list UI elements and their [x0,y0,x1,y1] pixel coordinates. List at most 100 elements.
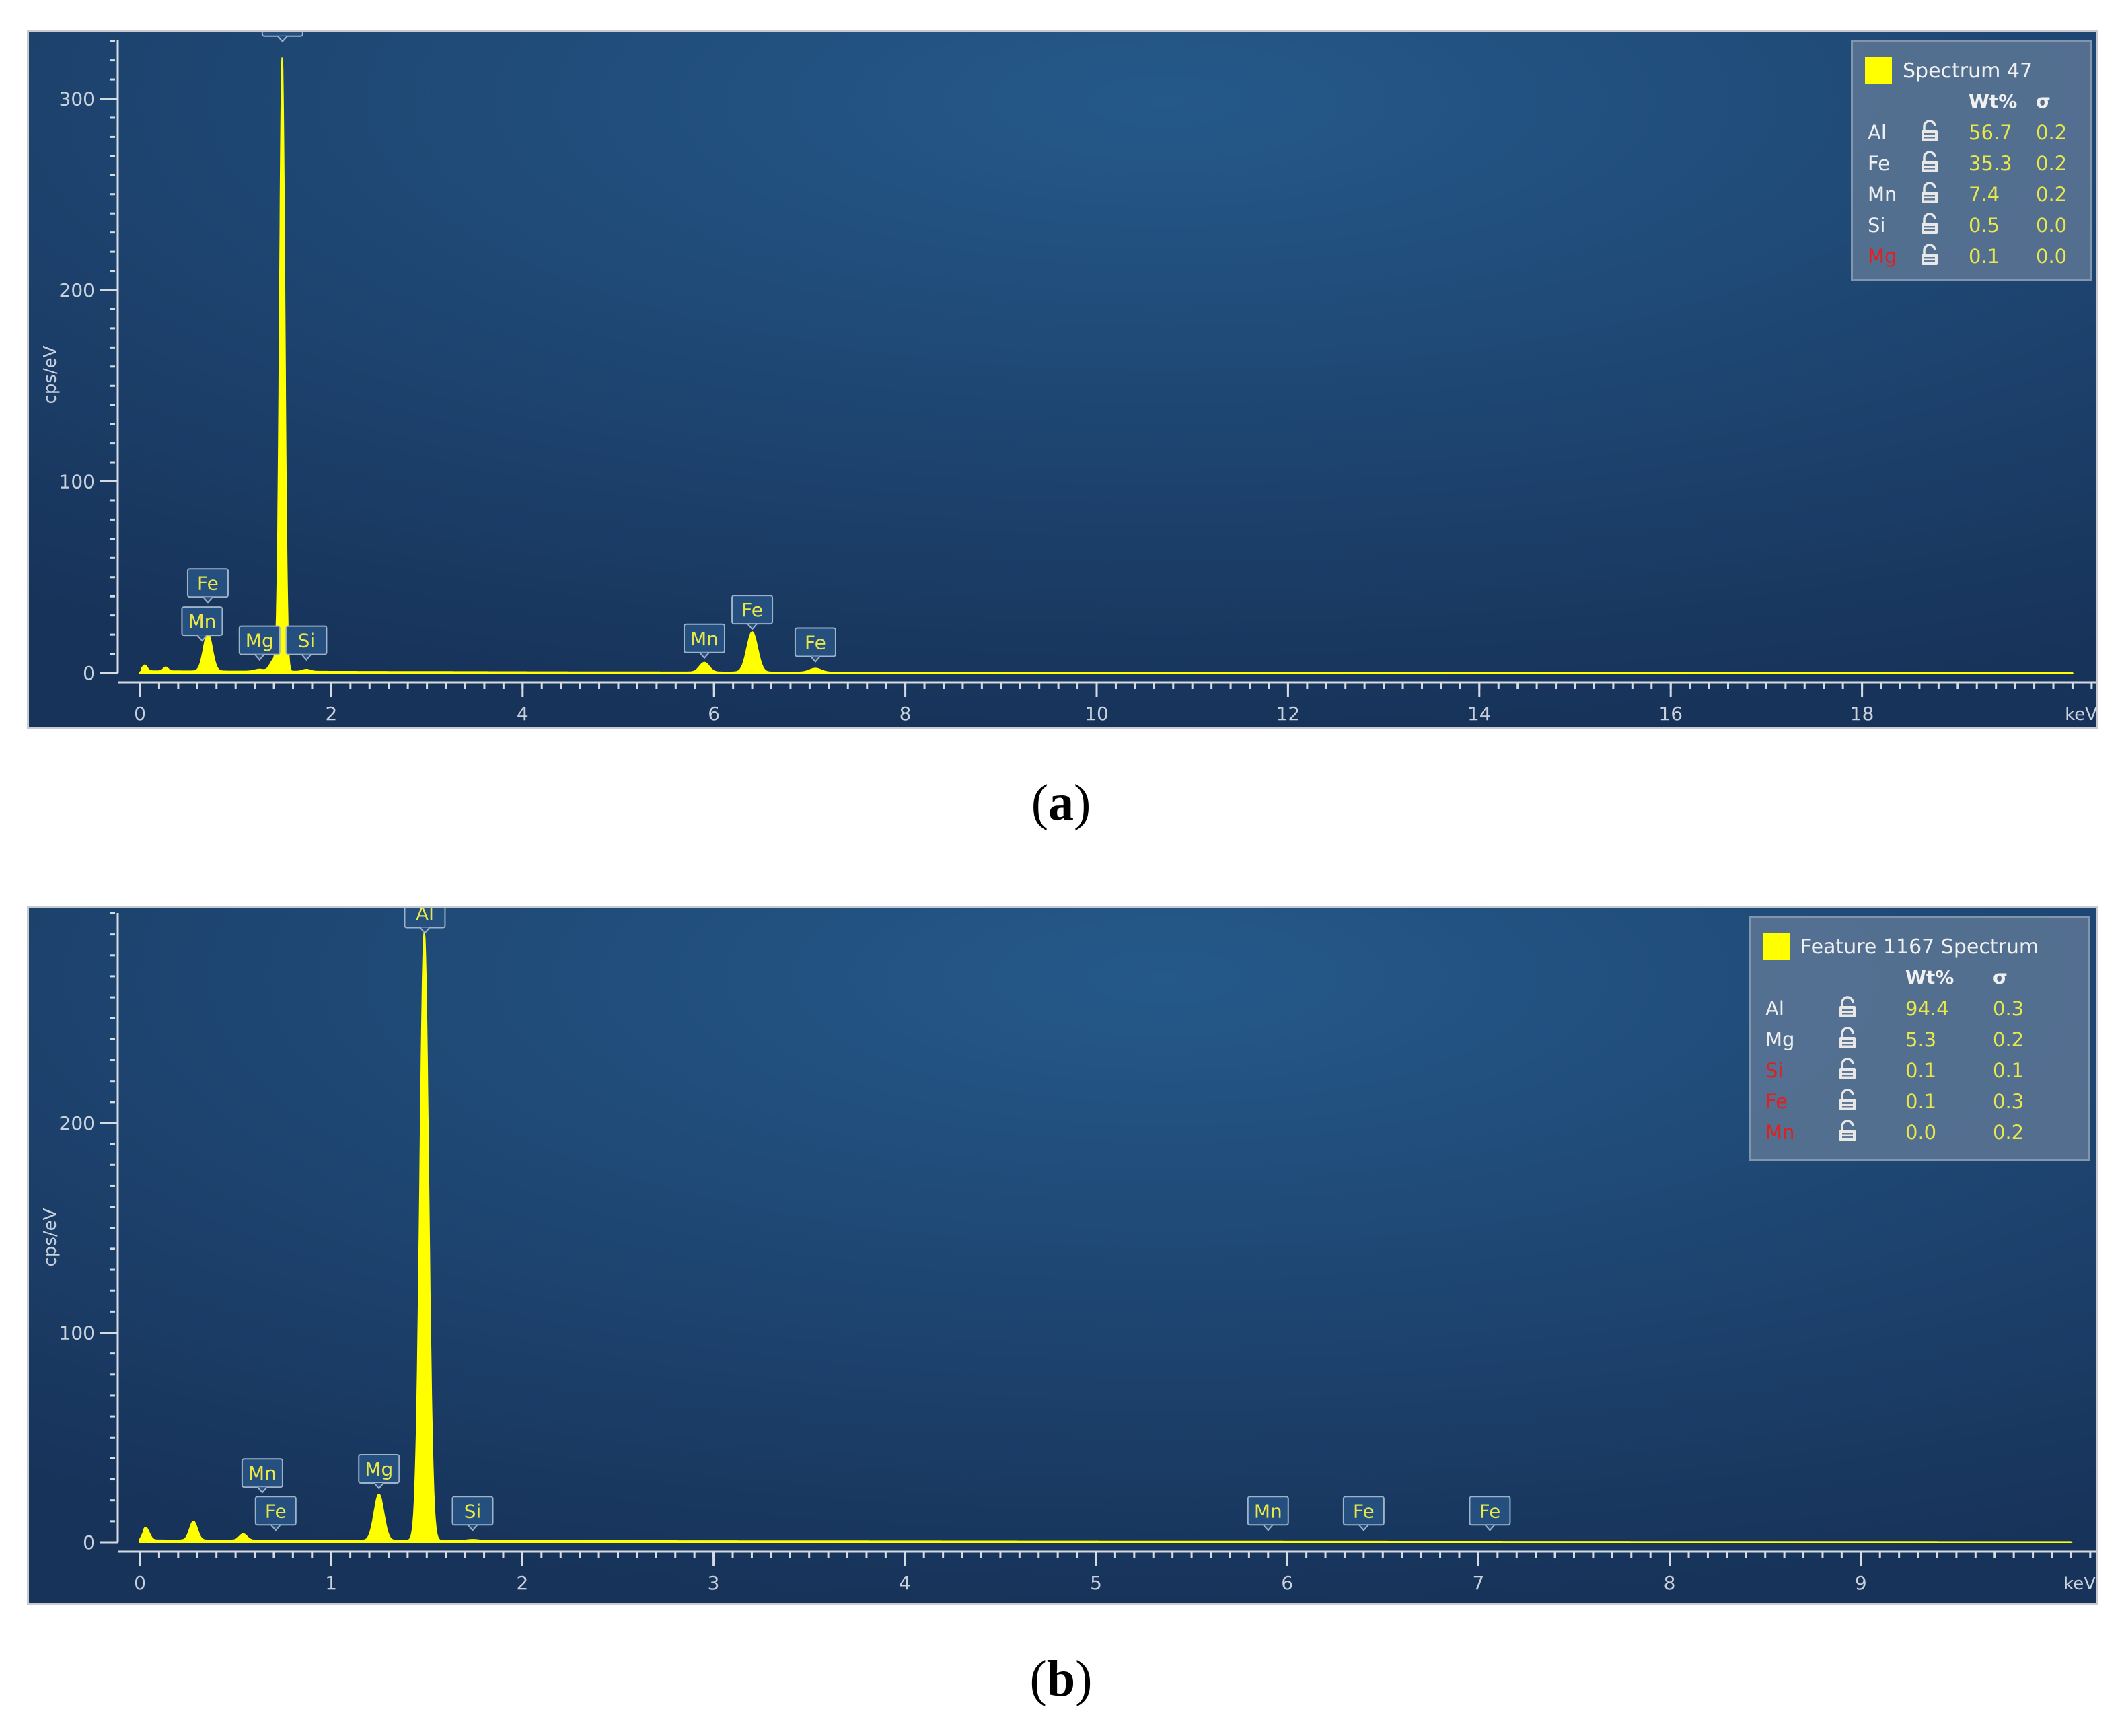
peak-label-text: Mn [248,1462,277,1484]
y-tick-label: 0 [83,1531,95,1554]
legend-row: Mg 5.3 0.2 [1751,1024,2088,1055]
x-tick-label: 6 [1281,1572,1293,1594]
legend-element: Mn [1868,183,1897,206]
peak-label: Si [285,625,328,661]
peak-label-box [1247,1496,1289,1526]
peak-label-text: Mn [690,628,719,650]
peak-label-pointer [257,1486,268,1494]
peak-label-pointer [301,653,312,661]
peak-label: Fe [186,568,229,604]
y-tick-label: 200 [59,1112,95,1134]
peak-label: Al [261,32,303,43]
legend-wt-value: 0.0 [1905,1121,1937,1144]
legend-title-text-b: Feature 1167 Spectrum [1800,935,2039,959]
peak-label-box [451,1496,494,1526]
legend-box-b: Feature 1167 Spectrum Wt% σ Al 94.4 0.3 Mg 5… [1749,916,2090,1161]
legend-row: Al 56.7 0.2 [1853,117,2090,148]
legend-sigma-value: 0.2 [2036,121,2068,144]
peak-label-text: Mn [188,610,216,632]
legend-header-sigma-a: σ [2036,90,2051,112]
peak-label-box [1469,1496,1511,1526]
peak-label-pointer [467,1524,478,1531]
caption-b: (b) [1029,1651,1093,1707]
legend-row: Fe 35.3 0.2 [1853,148,2090,179]
legend-sigma-value: 0.0 [2036,245,2068,268]
legend-element: Fe [1765,1090,1788,1113]
peak-label-text: Fe [805,631,826,653]
legend-element: Mg [1765,1028,1795,1051]
peak-label-text: Si [298,630,316,652]
legend-row: Mn 0.0 0.2 [1751,1117,2088,1148]
peak-label: Mn [241,1458,283,1494]
legend-wt-value: 5.3 [1905,1028,1937,1051]
x-tick-label: 10 [1085,702,1109,725]
x-tick-label: 7 [1472,1572,1484,1594]
legend-element: Al [1765,997,1784,1020]
x-axis-label: keV [2065,704,2096,725]
peak-label-pointer [810,655,821,663]
peak-label: Al [404,908,446,935]
y-axis-label: cps/eV [40,1208,61,1266]
legend-wt-value: 0.1 [1905,1090,1937,1113]
x-tick-label: 0 [134,702,146,725]
legend-wt-value: 7.4 [1969,183,2000,206]
peak-label-text: Fe [1479,1500,1501,1522]
peak-label: Fe [1342,1496,1385,1531]
x-tick-label: 8 [1664,1572,1676,1594]
x-tick-label: 6 [708,702,720,725]
spectrum-area [139,933,2073,1543]
peak-label-pointer [270,1524,281,1531]
peak-label-box [254,1496,297,1526]
legend-sigma-value: 0.1 [1993,1059,2024,1082]
peak-label-pointer [1358,1524,1369,1531]
x-tick-label: 18 [1850,702,1874,725]
peak-label: Fe [1469,1496,1511,1531]
y-tick-label: 200 [59,279,95,301]
legend-wt-value: 0.1 [1905,1059,1937,1082]
peak-label-text: Al [416,908,434,925]
peak-label-text: Fe [1353,1500,1375,1522]
x-tick-label: 4 [517,702,529,725]
legend-header-sigma-b: σ [1993,966,2008,988]
legend-element: Mn [1765,1121,1795,1144]
x-tick-label: 0 [134,1572,146,1594]
x-tick-label: 9 [1855,1572,1867,1594]
peak-label-pointer [254,653,265,661]
peak-label-text: Fe [265,1500,287,1522]
peak-label-pointer [419,927,431,935]
x-tick-label: 16 [1658,702,1683,725]
x-tick-label: 2 [516,1572,528,1594]
x-tick-label: 5 [1090,1572,1102,1594]
peak-label-pointer [203,596,213,604]
y-tick-label: 300 [59,88,95,110]
legend-element: Al [1868,121,1887,144]
peak-label-text: Mg [365,1458,393,1480]
legend-element: Si [1765,1059,1784,1082]
spectrum-panel-b: 0 100 200 cps/eV 0 1 2 3 4 5 6 7 8 9 keV Al Mn Fe Mg Si Mn Fe… [27,906,2098,1605]
peak-label: Mn [1247,1496,1289,1531]
legend-row: Mn 7.4 0.2 [1853,179,2090,210]
x-tick-label: 4 [899,1572,911,1594]
legend-sigma-value: 0.3 [1993,997,2024,1020]
peak-label: Si [451,1496,494,1531]
legend-sigma-value: 0.2 [2036,152,2068,175]
x-tick-label: 1 [325,1572,337,1594]
legend-wt-value: 56.7 [1969,121,2012,144]
legend-title-b: Feature 1167 Spectrum [1763,931,2039,962]
plot-background [29,32,2096,727]
y-tick-label: 0 [83,662,95,684]
x-axis-label: keV [2063,1574,2096,1594]
x-tick-label: 14 [1467,702,1492,725]
peak-label: Mg [358,1453,400,1490]
legend-row: Si 0.5 0.0 [1853,210,2090,241]
peak-label-text: Al [273,32,291,34]
legend-sigma-value: 0.0 [2036,214,2068,237]
legend-wt-value: 94.4 [1905,997,1949,1020]
peak-label-pointer [196,635,208,642]
spectrum-area [139,57,2074,674]
legend-element: Fe [1868,152,1890,175]
legend-row: Al 94.4 0.3 [1751,993,2088,1024]
peak-label-pointer [1263,1524,1274,1531]
legend-element: Mg [1868,245,1897,268]
legend-wt-value: 35.3 [1969,152,2012,175]
